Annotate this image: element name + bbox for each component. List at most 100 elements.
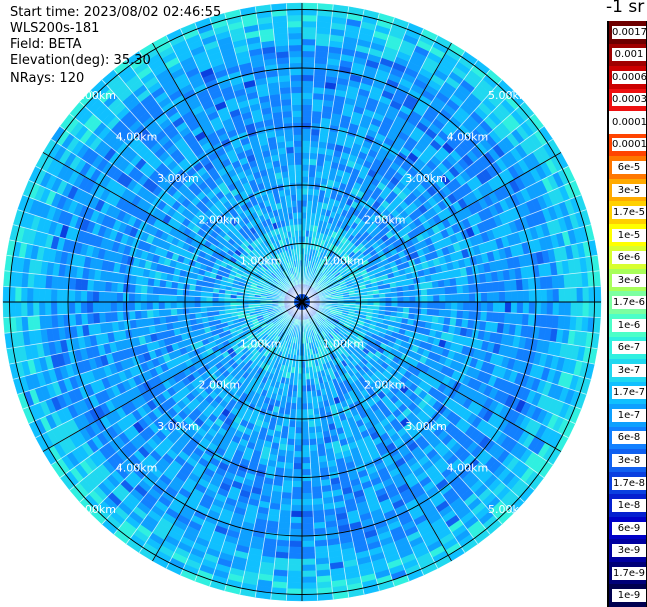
ray-gate-cell <box>80 301 88 314</box>
ray-gate-cell <box>277 527 291 536</box>
ray-gate-cell <box>188 301 195 309</box>
ray-gate-cell <box>438 286 446 296</box>
ray-gate-cell <box>301 68 315 76</box>
ray-gate-cell <box>515 278 524 291</box>
ray-gate-cell <box>164 301 171 310</box>
ray-gate-cell <box>294 427 303 434</box>
ray-gate-cell <box>146 285 154 295</box>
ray-gate-cell <box>146 301 153 311</box>
ray-gate-cell <box>146 309 154 319</box>
ray-gate-cell <box>312 509 325 518</box>
ray-gate-cell <box>301 486 313 494</box>
ray-gate-cell <box>110 311 118 323</box>
ray-gate-cell <box>116 292 124 303</box>
ray-gate-cell <box>122 301 130 312</box>
ray-gate-cell <box>301 152 311 159</box>
ray-gate-cell <box>170 288 178 296</box>
ray-gate-cell <box>288 558 303 566</box>
ray-gate-cell <box>301 116 312 124</box>
ray-gate-cell <box>301 570 317 578</box>
ray-gate-cell <box>32 301 40 317</box>
ray-gate-cell <box>317 593 334 601</box>
ray-gate-cell <box>439 301 446 310</box>
ray-gate-cell <box>437 316 445 325</box>
ray-gate-cell <box>98 291 106 303</box>
ray-gate-cell <box>310 134 320 142</box>
ray-gate-cell <box>176 295 183 303</box>
ray-gate-cell <box>2 286 10 303</box>
ray-gate-cell <box>188 289 196 297</box>
ray-gate-cell <box>293 445 303 452</box>
ray-gate-cell <box>409 295 416 303</box>
ray-gate-cell <box>521 278 530 291</box>
ray-gate-cell <box>504 301 512 314</box>
ray-gate-cell <box>509 312 518 325</box>
ray-gate-cell <box>301 158 310 165</box>
ray-gate-cell <box>140 309 148 320</box>
ray-gate-cell <box>301 44 316 52</box>
ray-gate-cell <box>278 521 291 530</box>
ray-gate-cell <box>438 308 446 318</box>
ray-gate-cell <box>301 212 307 219</box>
ray-gate-cell <box>146 293 153 303</box>
ray-gate-cell <box>510 290 518 303</box>
ray-gate-cell <box>128 310 136 321</box>
ray-gate-cell <box>312 92 325 101</box>
ray-gate-cell <box>576 301 584 317</box>
ray-gate-cell <box>444 309 452 318</box>
ray-gate-cell <box>212 297 219 303</box>
ray-gate-cell <box>311 492 323 500</box>
ray-gate-cell <box>312 86 325 95</box>
ray-gate-cell <box>313 74 326 83</box>
ray-gate-cell <box>38 288 46 303</box>
ray-gate-cell <box>301 546 316 554</box>
ray-gate-cell <box>301 122 312 130</box>
ray-gate-cell <box>309 450 319 458</box>
ray-gate-cell <box>593 270 601 287</box>
ray-gate-cell <box>301 200 308 207</box>
ray-gate-cell <box>308 426 316 434</box>
ray-gate-cell <box>301 14 318 22</box>
ray-gate-cell <box>432 287 440 296</box>
ray-gate-cell <box>288 426 296 434</box>
ray-gate-cell <box>468 283 476 294</box>
ray-gate-cell <box>457 293 464 303</box>
ray-gate-cell <box>301 385 307 392</box>
ray-gate-cell <box>474 310 482 321</box>
ray-gate-cell <box>594 301 602 318</box>
ray-gate-cell <box>86 290 94 303</box>
ray-gate-cell <box>480 282 488 293</box>
ray-gate-cell <box>3 317 11 334</box>
ray-gate-cell <box>92 279 101 292</box>
ray-gate-cell <box>546 288 554 303</box>
ray-gate-cell <box>92 290 100 303</box>
ray-gate-cell <box>310 128 321 136</box>
ray-gate-cell <box>287 432 296 440</box>
ray-gate-cell <box>287 576 303 584</box>
ray-gate-cell <box>594 286 602 303</box>
ray-gate-cell <box>140 301 147 311</box>
ray-gate-cell <box>313 527 327 536</box>
ray-gate-cell <box>301 32 317 40</box>
ray-gate-cell <box>164 308 172 317</box>
ray-gate-cell <box>301 56 316 64</box>
ray-gate-cell <box>110 291 118 303</box>
ray-gate-cell <box>582 286 590 303</box>
ray-gate-cell <box>313 521 326 530</box>
ray-gate-cell <box>290 504 303 512</box>
ray-gate-cell <box>451 293 458 303</box>
ray-gate-cell <box>427 301 434 310</box>
ray-gate-cell <box>206 296 213 303</box>
ray-gate-cell <box>420 308 428 316</box>
ray-gate-cell <box>110 301 118 313</box>
ray-gate-cell <box>385 301 392 307</box>
ray-gate-cell <box>515 313 524 326</box>
ray-gate-cell <box>462 310 470 320</box>
ray-gate-cell <box>301 474 312 482</box>
ray-gate-cell <box>194 301 201 308</box>
ray-gate-cell <box>293 451 303 458</box>
ray-gate-cell <box>576 287 584 303</box>
ray-gate-cell <box>421 295 428 303</box>
ray-gate-cell <box>301 451 311 458</box>
ray-gate-cell <box>310 474 321 482</box>
